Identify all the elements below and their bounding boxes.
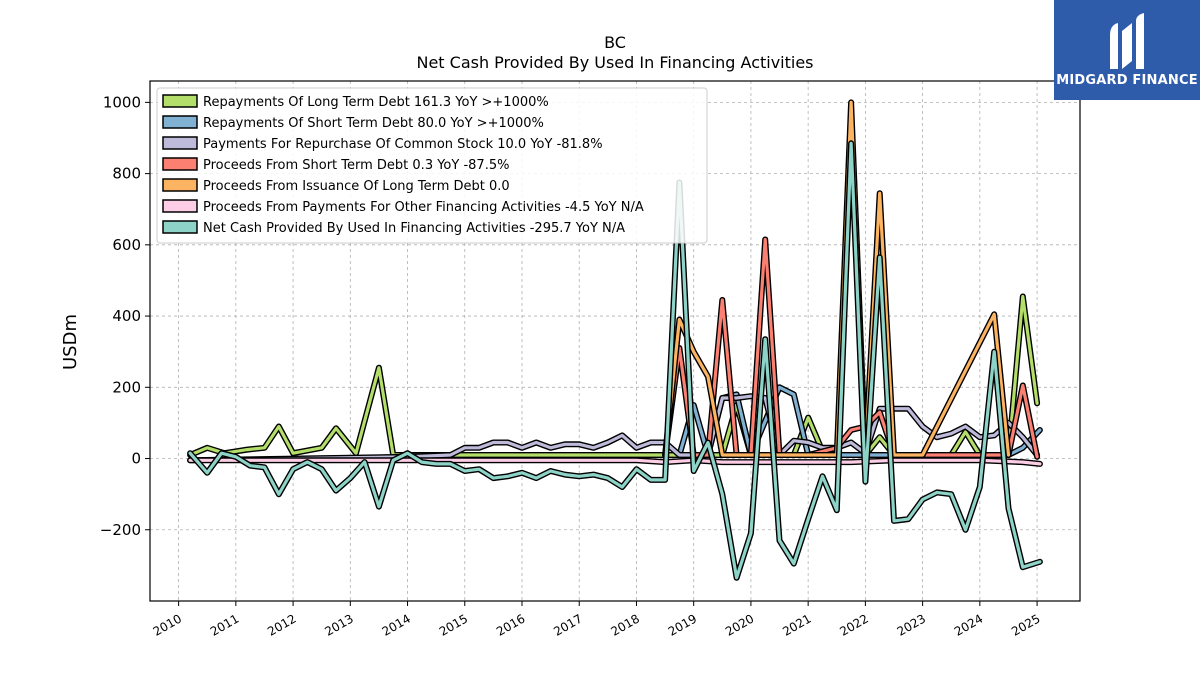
series-line xyxy=(663,237,1039,459)
y-tick-label: 800 xyxy=(112,165,141,183)
series-line xyxy=(188,458,1042,466)
legend: Repayments Of Long Term Debt 161.3 YoY >… xyxy=(156,87,708,244)
x-tick-label: 2013 xyxy=(322,611,355,638)
x-tick-label: 2014 xyxy=(380,611,413,638)
brand-logo: MIDGARD FINANCE xyxy=(1054,0,1200,100)
legend-swatch xyxy=(162,94,198,108)
legend-box xyxy=(156,87,708,244)
plot-lines xyxy=(187,99,1043,581)
legend-label: Proceeds From Issuance Of Long Term Debt… xyxy=(203,179,510,194)
legend-swatch xyxy=(162,157,198,171)
x-tick-label: 2017 xyxy=(551,611,584,638)
x-tick-label: 2011 xyxy=(208,611,241,638)
legend-swatch xyxy=(162,178,198,192)
y-tick-label: 600 xyxy=(112,236,141,254)
x-tick-label: 2021 xyxy=(780,611,813,638)
x-tick-label: 2019 xyxy=(666,611,699,638)
x-tick-label: 2015 xyxy=(437,611,470,638)
legend-label: Proceeds From Short Term Debt 0.3 YoY -8… xyxy=(203,158,509,173)
y-tick-label: −200 xyxy=(100,521,141,539)
series-line xyxy=(188,141,1042,580)
x-tick-label: 2022 xyxy=(837,611,870,638)
chart-subtitle: Net Cash Provided By Used In Financing A… xyxy=(416,53,813,72)
legend-swatch xyxy=(162,115,198,129)
plot-frame xyxy=(149,80,1081,602)
x-axis: 2010 2011 2012 2013 2014 2015 2016 2017 2018 2019… xyxy=(151,601,1043,639)
legend-label: Net Cash Provided By Used In Financing A… xyxy=(203,221,625,236)
x-tick-label: 2024 xyxy=(952,611,985,638)
y-tick-label: 0 xyxy=(131,450,141,468)
x-tick-label: 2023 xyxy=(895,611,928,638)
series-line-outline xyxy=(662,99,1012,458)
x-tick-label: 2020 xyxy=(723,611,756,638)
brand-mark-icon xyxy=(1110,12,1144,69)
legend-label: Payments For Repurchase Of Common Stock … xyxy=(203,137,603,152)
y-axis: −200 0 200 400 600 800 1000 xyxy=(100,93,150,539)
y-axis-label: USDm xyxy=(60,314,81,370)
series-line-outline xyxy=(187,293,1041,458)
brand-name: MIDGARD FINANCE xyxy=(1056,72,1198,88)
legend-swatch xyxy=(162,136,198,150)
x-tick-label: 2025 xyxy=(1009,611,1042,638)
y-tick-label: 1000 xyxy=(103,93,141,111)
legend-label: Repayments Of Long Term Debt 161.3 YoY >… xyxy=(203,95,549,110)
x-tick-label: 2016 xyxy=(494,611,527,638)
series-line xyxy=(663,100,1011,457)
legend-swatch xyxy=(162,220,198,234)
x-tick-label: 2012 xyxy=(265,611,298,638)
y-tick-label: 400 xyxy=(112,307,141,325)
series-line xyxy=(188,294,1039,457)
y-tick-label: 200 xyxy=(112,378,141,396)
legend-label: Repayments Of Short Term Debt 80.0 YoY >… xyxy=(203,116,544,131)
series-line-outline xyxy=(662,236,1041,460)
x-tick-label: 2010 xyxy=(151,611,184,638)
x-tick-label: 2018 xyxy=(609,611,642,638)
chart-title: BC xyxy=(604,33,626,52)
legend-swatch xyxy=(162,199,198,213)
legend-label: Proceeds From Payments For Other Financi… xyxy=(203,200,644,215)
